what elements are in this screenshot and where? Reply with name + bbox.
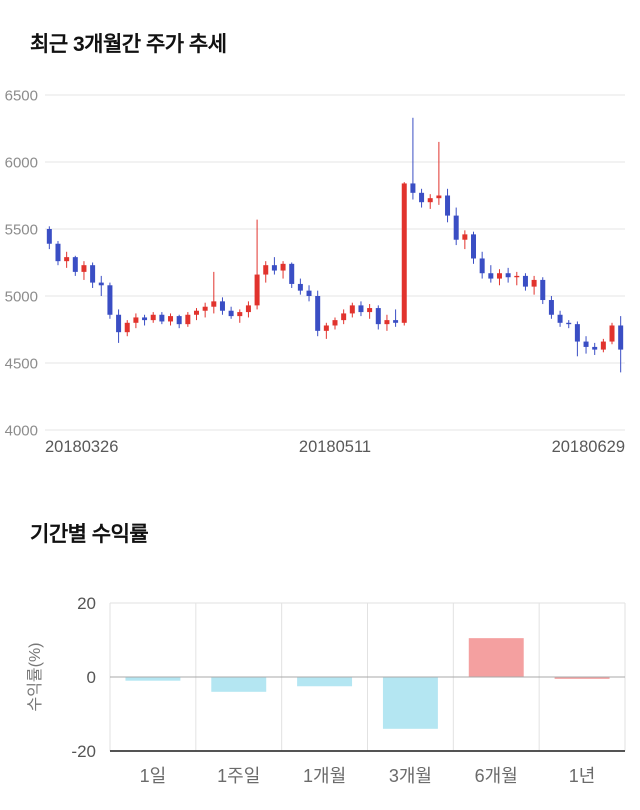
bar (125, 677, 181, 681)
candle-body (522, 275, 528, 287)
candle-body (46, 229, 52, 244)
candle-body (592, 346, 598, 350)
candle-body (514, 275, 520, 278)
candle-body (609, 325, 615, 342)
candle-body (219, 301, 225, 311)
candle-body (133, 317, 139, 323)
candle-body (367, 308, 373, 313)
candle-body (453, 215, 459, 240)
bar-category-label: 3개월 (389, 766, 432, 786)
candlestick-chart: 4000 4500 5000 5500 6000 6500 20180326 20180511… (5, 87, 625, 456)
returns-bar-chart: 20 0 -20 수익률(%) 1일 1주일 1개월 3개월 6개월 1년 (26, 594, 626, 786)
candle-body (202, 306, 208, 311)
candle-body (263, 265, 269, 275)
candle-body (445, 195, 451, 216)
candle-body (540, 279, 546, 301)
candle-body (176, 316, 182, 325)
y-tick-label: 5000 (5, 288, 38, 305)
returns-title: 기간별 수익률 (30, 523, 149, 546)
candle-body (332, 320, 338, 326)
y-tick-label: 6000 (5, 154, 38, 171)
candle-body (72, 257, 78, 272)
candle-body (462, 234, 468, 240)
candle-body (574, 324, 580, 342)
candle-body (185, 314, 191, 325)
candle-body (488, 273, 494, 279)
candle-body (548, 300, 554, 315)
candle-body (531, 279, 537, 287)
candle-body (193, 310, 199, 315)
candle-body (64, 257, 70, 262)
candle-body (393, 320, 399, 323)
candle-body (142, 317, 148, 321)
candle-body (245, 305, 251, 313)
bar-category-label: 1일 (140, 766, 167, 786)
candle-body (583, 341, 589, 347)
candle-body (124, 322, 130, 333)
candle-body (297, 283, 303, 291)
bar (554, 677, 610, 679)
candle-body (600, 341, 606, 350)
candle-body (81, 265, 87, 272)
candle-body (618, 325, 624, 350)
y-tick-label: 0 (87, 668, 96, 687)
y-tick-label: 5500 (5, 221, 38, 238)
candle-body (211, 301, 217, 307)
candle-body (306, 290, 312, 296)
candle-body (289, 263, 295, 284)
candle-body (471, 234, 477, 259)
candle-body (566, 322, 572, 325)
bar-category-label: 1년 (569, 766, 596, 786)
x-tick-label: 20180629 (552, 438, 625, 456)
candle-body (159, 314, 165, 322)
candle-body (107, 285, 113, 315)
candle-body (237, 312, 243, 317)
candle-body (90, 265, 96, 283)
price-trend-title: 최근 3개월간 주가 추세 (30, 33, 227, 56)
candle-body (150, 314, 156, 321)
candle-body (358, 305, 364, 313)
candle-body (341, 313, 347, 321)
candle-body (55, 243, 61, 262)
bar-category-label: 1개월 (303, 766, 346, 786)
candle-body (479, 258, 485, 274)
candle-body (254, 274, 260, 306)
y-axis-label: 수익률(%) (26, 642, 44, 711)
candle-body (315, 296, 321, 331)
bar-category-label: 1주일 (217, 766, 260, 786)
x-tick-label: 20180511 (299, 438, 371, 456)
y-tick-label: -20 (71, 742, 96, 761)
candle-body (323, 325, 329, 331)
candle-body (401, 183, 407, 323)
bar (211, 677, 267, 692)
candle-body (419, 192, 425, 203)
bar (297, 677, 353, 687)
candle-body (349, 305, 355, 314)
candle-body (98, 282, 104, 286)
candle-body (271, 265, 277, 271)
candle-body (427, 198, 433, 203)
candle-body (496, 273, 502, 279)
y-tick-label: 4000 (5, 422, 38, 439)
bar (382, 677, 438, 729)
candle-body (280, 263, 286, 271)
candle-body (228, 310, 234, 317)
bar-category-label: 6개월 (475, 766, 518, 786)
candle-body (410, 183, 416, 193)
candle-body (168, 316, 174, 322)
candle-body (505, 273, 511, 278)
y-tick-label: 4500 (5, 355, 38, 372)
candle-body (557, 314, 563, 323)
y-tick-label: 20 (77, 594, 96, 613)
y-tick-label: 6500 (5, 87, 38, 104)
x-tick-label: 20180326 (45, 438, 118, 456)
candle-body (384, 320, 390, 325)
candle-body (116, 314, 122, 333)
candle-body (436, 195, 442, 199)
candle-body (375, 308, 381, 325)
bar (468, 638, 524, 677)
